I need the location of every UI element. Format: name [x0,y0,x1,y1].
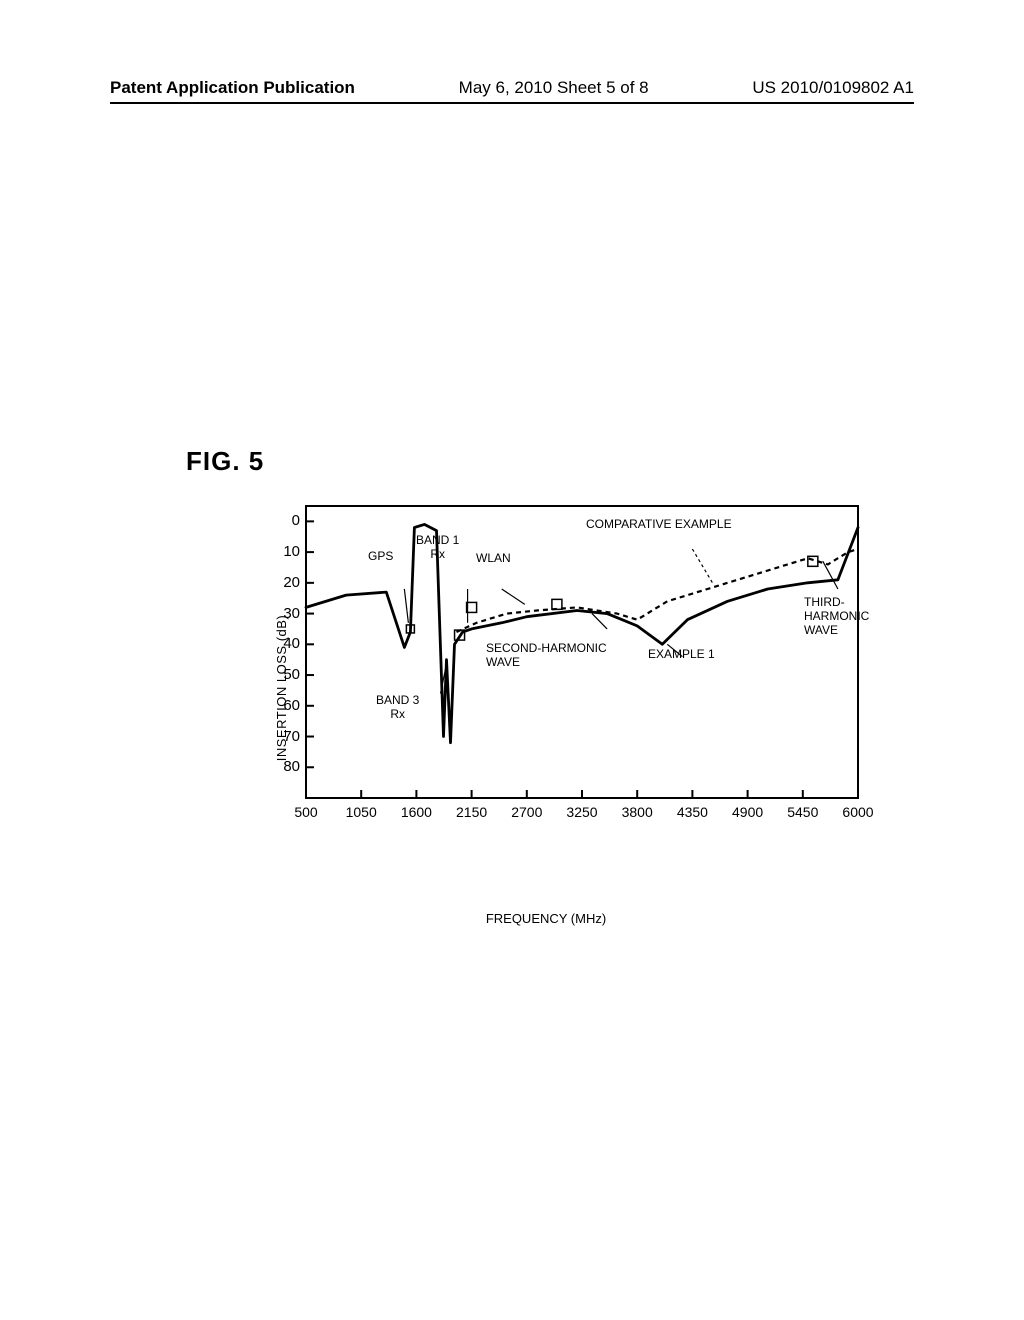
header-right: US 2010/0109802 A1 [752,78,914,98]
annot-band1: BAND 1 Rx [416,534,459,562]
xtick: 2700 [511,804,542,820]
ytick: 70 [270,728,300,745]
insertion-loss-chart: INSERTION LOSS (dB) FREQUENCY (MHz) GPS … [216,498,876,878]
ytick: 30 [270,605,300,622]
xtick: 3250 [566,804,597,820]
header-rule [110,102,914,104]
xtick: 3800 [622,804,653,820]
annot-gps: GPS [368,550,393,564]
page-header: Patent Application Publication May 6, 20… [110,78,914,98]
ytick: 80 [270,758,300,775]
annot-comparative: COMPARATIVE EXAMPLE [586,518,732,532]
xtick: 5450 [787,804,818,820]
header-left: Patent Application Publication [110,78,355,98]
xtick: 1050 [346,804,377,820]
xtick: 6000 [842,804,873,820]
ytick: 10 [270,543,300,560]
ytick: 50 [270,666,300,683]
header-mid: May 6, 2010 Sheet 5 of 8 [459,78,649,98]
ytick: 60 [270,697,300,714]
annot-second-harmonic: SECOND-HARMONIC WAVE [486,642,607,670]
annot-band3: BAND 3 Rx [376,694,419,722]
figure-label: FIG. 5 [186,446,264,477]
annot-example1: EXAMPLE 1 [648,648,715,662]
xtick: 4900 [732,804,763,820]
plot-area: GPS BAND 1 Rx WLAN COMPARATIVE EXAMPLE T… [276,498,866,828]
xtick: 1600 [401,804,432,820]
xtick: 2150 [456,804,487,820]
ytick: 20 [270,574,300,591]
xtick: 500 [294,804,317,820]
xtick: 4350 [677,804,708,820]
ytick: 0 [270,512,300,529]
ytick: 40 [270,635,300,652]
annot-third-harmonic: THIRD- HARMONIC WAVE [804,596,869,637]
x-axis-label: FREQUENCY (MHz) [486,911,606,926]
annot-wlan: WLAN [476,552,511,566]
